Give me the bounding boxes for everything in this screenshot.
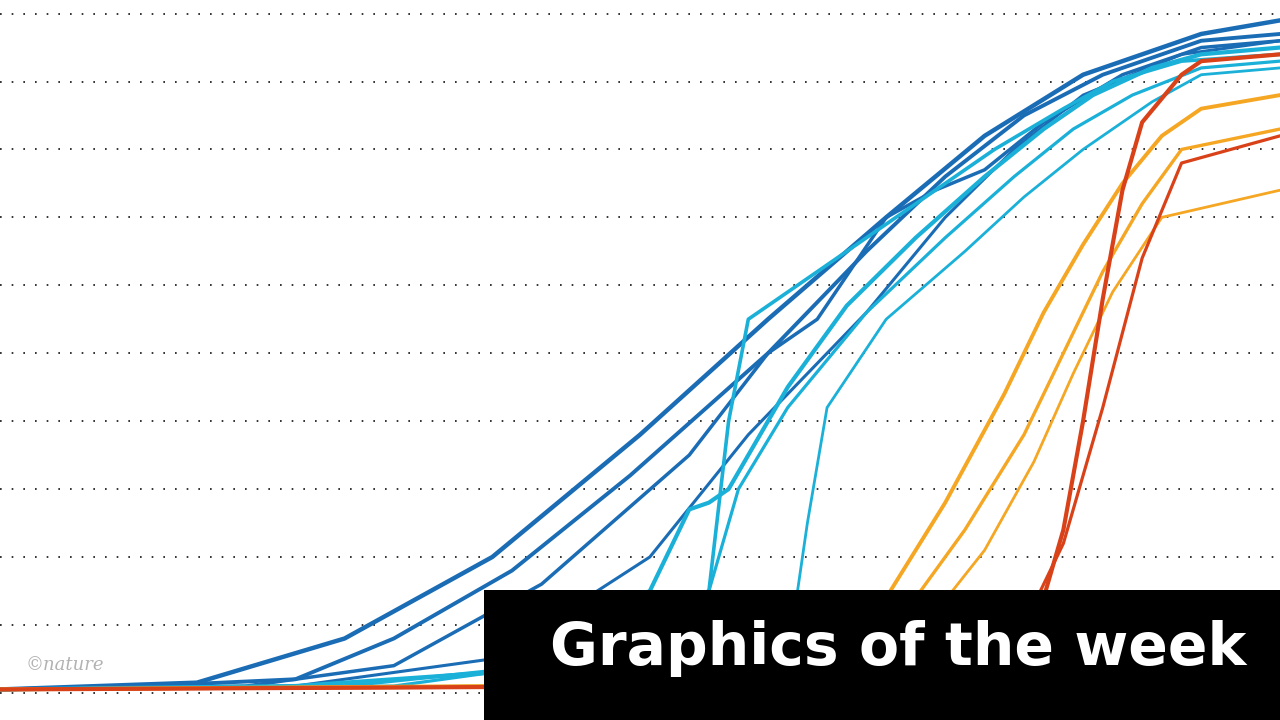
Text: Graphics of the week: Graphics of the week (549, 620, 1245, 678)
Text: ©nature: ©nature (26, 656, 104, 674)
